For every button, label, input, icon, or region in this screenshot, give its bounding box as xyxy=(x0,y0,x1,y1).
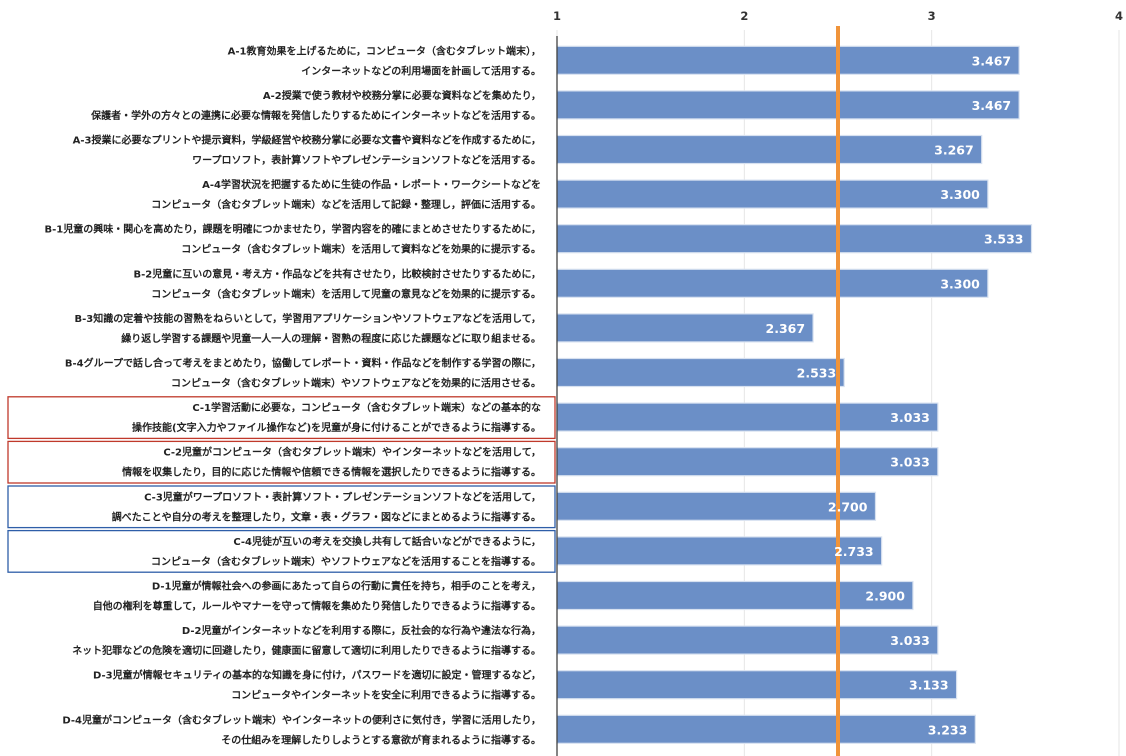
category-label-line2: ネット犯罪などの危険を適切に回避したり，健康面に留意して適切に利用したりできるよ… xyxy=(72,644,541,657)
value-label: 2.533 xyxy=(797,366,837,381)
category-label-line1: D-3児童が情報セキュリティの基本的な知識を身に付け，パスワードを適切に設定・管… xyxy=(93,669,541,682)
category-label-line2: コンピュータ（含むタブレット端末）やソフトウェアなどを効果的に活用させる。 xyxy=(171,377,541,390)
category-label-line1: B-3知識の定着や技能の習熟をねらいとして，学習用アプリケーションやソフトウェア… xyxy=(74,312,541,325)
value-label: 3.467 xyxy=(972,53,1012,68)
highlight-box xyxy=(7,396,556,440)
bar xyxy=(556,224,1033,254)
category-label-line2: コンピュータ（含むタブレット端末）などを活用して記録・整理し，評価に活用する。 xyxy=(151,198,541,211)
category-label-line1: C-2児童がコンピュータ（含むタブレット端末）やインターネットなどを活用して， xyxy=(163,446,541,459)
category-label-line1: A-4学習状況を把握するために生徒の作品・レポート・ワークシートなどを xyxy=(202,178,541,191)
bar xyxy=(556,268,989,298)
x-tick-label: 3 xyxy=(928,9,936,23)
value-label: 3.233 xyxy=(928,722,968,737)
bar xyxy=(556,491,877,521)
category-label-line2: コンピュータ（含むタブレット端末）を活用して児童の意見などを効果的に提示する。 xyxy=(151,287,541,300)
bar xyxy=(556,580,914,611)
bar xyxy=(556,90,1020,120)
bar xyxy=(556,536,883,566)
value-label: 3.033 xyxy=(890,455,930,470)
category-label-line2: 自他の権利を尊重して，ルールやマナーを守って情報を集めたり発信したりできるように… xyxy=(93,600,541,613)
category-label-line2: その仕組みを理解したりしようとする意欲が育まれるように指導する。 xyxy=(221,733,541,746)
bar xyxy=(556,313,814,343)
category-label-line2: 繰り返し学習する課題や児童一人一人の理解・習熟の程度に応じた課題などに取り組ませ… xyxy=(121,332,541,345)
x-tick-label: 4 xyxy=(1115,9,1123,23)
value-label: 2.733 xyxy=(834,544,874,559)
value-labels: 3.467 3.467 3.267 3.300 3.533 3.300 2.367 2.533… xyxy=(766,53,1024,737)
bar xyxy=(556,447,939,477)
category-label-line2: コンピュータやインターネットを安全に利用できるように指導する。 xyxy=(231,689,541,702)
x-tick-label: 2 xyxy=(740,9,748,23)
category-label-line2: 保護者・学外の方々との連携に必要な情報を発信したりするためにインターネットなどを… xyxy=(90,109,541,122)
value-label: 3.267 xyxy=(934,143,974,158)
value-label: 2.900 xyxy=(865,589,905,604)
bar xyxy=(556,625,939,655)
highlight-box xyxy=(7,529,556,573)
category-label-line2: インターネットなどの利用場面を計画して活用する。 xyxy=(301,64,541,77)
value-label: 3.467 xyxy=(972,98,1012,113)
category-label-line1: B-1児童の興味・関心を高めたり，課題を明確につかませたり，学習内容を的確にまと… xyxy=(44,223,541,236)
category-label-line2: ワープロソフト，表計算ソフトやプレゼンテーションソフトなどを活用する。 xyxy=(192,154,541,167)
category-label-line1: D-2児童がインターネットなどを利用する際に，反社会的な行為や違法な行為， xyxy=(182,624,541,637)
bar xyxy=(556,357,845,388)
value-label: 3.300 xyxy=(940,276,980,291)
bar xyxy=(556,45,1020,75)
bar xyxy=(556,714,976,744)
value-label: 3.300 xyxy=(940,187,980,202)
value-label: 3.033 xyxy=(890,410,930,425)
highlight-box xyxy=(7,440,556,484)
category-label-line1: D-4児童がコンピュータ（含むタブレット端末）やインターネットの便利さに気付き，… xyxy=(62,713,541,726)
category-label-line2: 操作技能(文字入力やファイル操作など)を児童が身に付けることができるように指導す… xyxy=(132,421,541,434)
category-label-line2: 情報を収集したり，目的に応じた情報や信頼できる情報を選択したりできるように指導す… xyxy=(122,466,541,479)
bars xyxy=(556,45,1033,744)
category-label-line1: C-1学習活動に必要な，コンピュータ（含むタブレット端末）などの基本的な xyxy=(192,401,541,414)
value-label: 2.367 xyxy=(766,321,806,336)
x-tick-label: 1 xyxy=(553,9,561,23)
category-labels: A-1教育効果を上げるために，コンピュータ（含むタブレット端末）， インターネット… xyxy=(7,44,556,746)
highlight-box xyxy=(7,485,556,529)
category-label-line1: C-4児徒が互いの考えを交換し共有して話合いなどができるように， xyxy=(233,535,541,548)
value-label: 3.533 xyxy=(984,232,1024,247)
bar xyxy=(556,179,989,209)
bar xyxy=(556,134,983,165)
bar xyxy=(556,670,958,700)
category-label-line1: B-2児童に互いの意見・考え方・作品などを共有させたり，比較検討させたりするため… xyxy=(133,267,541,280)
category-label-line1: A-2授業で使う教材や校務分掌に必要な資料などを集めたり， xyxy=(263,89,541,102)
category-label-line1: B-4グループで話し合って考えをまとめたり，協働してレポート・資料・作品などを制… xyxy=(65,357,541,370)
category-label-line1: C-3児童がワープロソフト・表計算ソフト・プレゼンテーションソフトなどを活用して… xyxy=(144,490,541,503)
category-label-line2: コンピュータ（含むタブレット端末）やソフトウェアなどを活用することを指導する。 xyxy=(151,555,541,568)
category-label-line2: 調べたことや自分の考えを整理したり，文章・表・グラフ・図などにまとめるように指導… xyxy=(112,510,541,523)
category-label-line1: A-1教育効果を上げるために，コンピュータ（含むタブレット端末）， xyxy=(228,44,541,57)
value-label: 3.133 xyxy=(909,678,949,693)
category-label-line2: コンピュータ（含むタブレット端末）を活用して資料などを効果的に提示する。 xyxy=(181,243,541,256)
x-axis-ticks: 1 2 3 4 xyxy=(553,9,1123,23)
value-label: 2.700 xyxy=(828,499,868,514)
category-label-line1: D-1児童が情報社会への参画にあたって自らの行動に責任を持ち，相手のことを考え， xyxy=(152,580,541,593)
category-label-line1: A-3授業に必要なプリントや提示資料，学級経営や校務分掌に必要な文書や資料などを… xyxy=(73,134,541,147)
value-label: 3.033 xyxy=(890,633,930,648)
bar xyxy=(556,402,939,432)
